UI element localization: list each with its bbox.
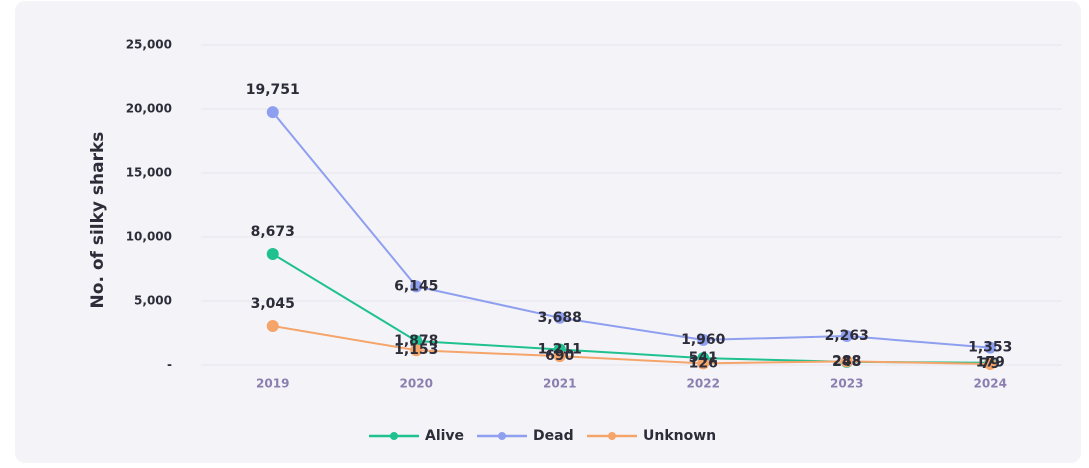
x-tick-label: 2021 bbox=[543, 377, 576, 391]
point bbox=[410, 334, 423, 347]
point bbox=[697, 357, 710, 370]
y-tick-label: 20,000 bbox=[126, 102, 172, 116]
series-line bbox=[271, 111, 991, 349]
data-label: 1,211 bbox=[538, 341, 582, 357]
data-label: 1,353 bbox=[968, 340, 1012, 356]
legend-marker bbox=[608, 432, 616, 440]
data-label: 248 bbox=[832, 354, 861, 370]
legend-label: Alive bbox=[425, 428, 464, 444]
data-label: 541 bbox=[689, 350, 718, 366]
data-label: 79 bbox=[981, 356, 1000, 372]
y-tick-label: 15,000 bbox=[126, 166, 172, 180]
point bbox=[266, 320, 279, 333]
point bbox=[553, 311, 566, 324]
data-label: 3,045 bbox=[251, 296, 295, 312]
data-label: 3,688 bbox=[538, 310, 582, 326]
data-label: 2,263 bbox=[825, 328, 869, 344]
point bbox=[840, 330, 853, 343]
x-tick-label: 2023 bbox=[830, 377, 863, 391]
data-label: 1,153 bbox=[394, 342, 438, 358]
y-tick-label: 25,000 bbox=[126, 38, 172, 52]
point bbox=[410, 344, 423, 357]
point bbox=[984, 357, 997, 370]
y-tick-label: - bbox=[167, 358, 172, 372]
data-label: 19,751 bbox=[246, 82, 300, 98]
point bbox=[410, 280, 423, 293]
x-tick-label: 2024 bbox=[974, 377, 1007, 391]
data-label: 288 bbox=[832, 353, 861, 369]
data-label: 126 bbox=[689, 355, 718, 371]
legend-label: Unknown bbox=[643, 428, 716, 444]
data-label: 1,878 bbox=[394, 333, 438, 349]
y-axis-title: No. of silky sharks bbox=[88, 132, 108, 309]
x-tick-label: 2019 bbox=[256, 377, 289, 391]
panel bbox=[15, 1, 1081, 463]
point bbox=[553, 350, 566, 363]
point bbox=[266, 106, 279, 119]
legend-marker bbox=[390, 432, 398, 440]
legend-label: Dead bbox=[533, 428, 574, 444]
point bbox=[266, 247, 279, 260]
data-label: 690 bbox=[545, 348, 574, 364]
series-line bbox=[272, 325, 991, 365]
y-tick-label: 5,000 bbox=[134, 294, 172, 308]
x-tick-label: 2020 bbox=[400, 377, 433, 391]
legend-marker bbox=[498, 432, 506, 440]
point bbox=[697, 333, 710, 346]
data-label: 179 bbox=[976, 355, 1005, 371]
x-tick-label: 2022 bbox=[687, 377, 720, 391]
data-label: 1,960 bbox=[681, 332, 726, 348]
y-tick-label: 10,000 bbox=[126, 230, 172, 244]
data-label: 6,145 bbox=[394, 278, 438, 294]
data-label: 8,673 bbox=[251, 224, 295, 240]
point bbox=[840, 355, 853, 368]
point bbox=[984, 341, 997, 354]
